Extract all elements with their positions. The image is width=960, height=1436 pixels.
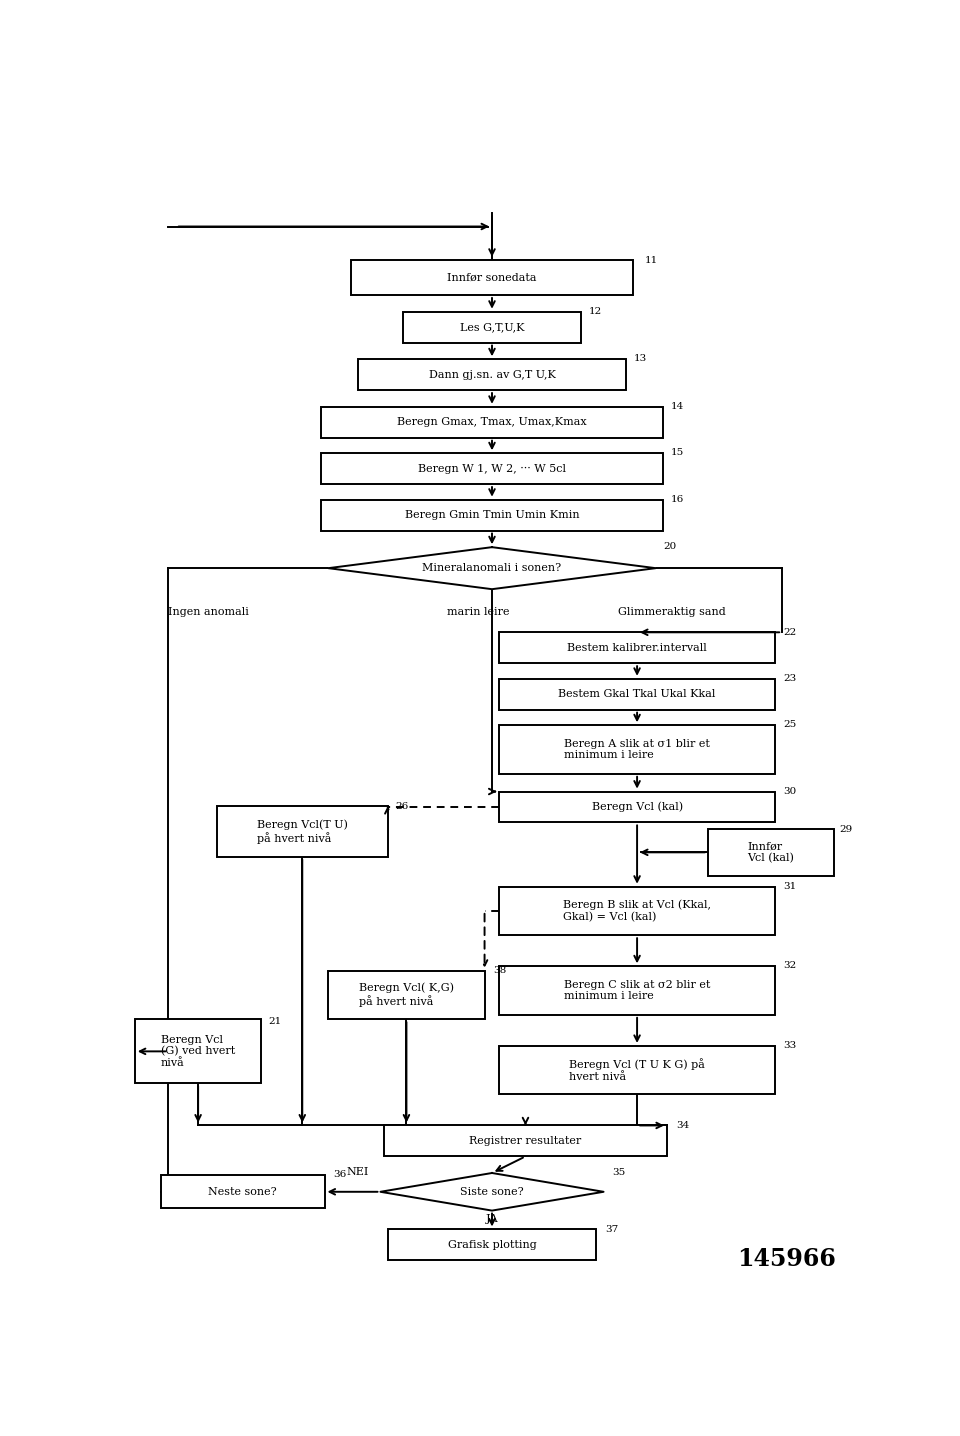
Text: Neste sone?: Neste sone?: [208, 1186, 277, 1196]
Bar: [217, 806, 388, 857]
Text: 13: 13: [634, 355, 647, 363]
Text: Beregn Vcl(T U)
på hvert nivå: Beregn Vcl(T U) på hvert nivå: [257, 819, 348, 843]
Text: 31: 31: [783, 882, 797, 890]
Text: 14: 14: [670, 402, 684, 411]
Text: 16: 16: [670, 495, 684, 504]
Bar: [403, 312, 581, 343]
Text: Mineralanomali i sonen?: Mineralanomali i sonen?: [422, 563, 562, 573]
Text: Beregn Vcl (kal): Beregn Vcl (kal): [591, 801, 683, 813]
Text: Beregn B slik at Vcl (Kkal,
Gkal) = Vcl (kal): Beregn B slik at Vcl (Kkal, Gkal) = Vcl …: [564, 900, 711, 922]
Bar: [358, 359, 626, 391]
Text: NEI: NEI: [347, 1167, 370, 1178]
Text: 26: 26: [396, 803, 409, 811]
Text: Registrer resultater: Registrer resultater: [469, 1136, 582, 1146]
Text: Innfør
Vcl (kal): Innfør Vcl (kal): [748, 841, 795, 863]
Bar: [499, 966, 775, 1015]
Bar: [499, 725, 775, 774]
Text: 34: 34: [676, 1120, 689, 1130]
Text: 20: 20: [663, 543, 677, 551]
Text: Beregn C slik at σ2 blir et
minimum i leire: Beregn C slik at σ2 blir et minimum i le…: [564, 979, 710, 1001]
Text: 12: 12: [588, 307, 602, 316]
Text: 29: 29: [839, 826, 852, 834]
Bar: [499, 886, 775, 935]
Text: 21: 21: [269, 1017, 282, 1025]
Text: Les G,T,U,K: Les G,T,U,K: [460, 322, 524, 332]
Bar: [388, 1229, 596, 1261]
Text: Bestem Gkal Tkal Ukal Kkal: Bestem Gkal Tkal Ukal Kkal: [559, 689, 716, 699]
Text: 36: 36: [333, 1170, 347, 1179]
Bar: [499, 1045, 775, 1094]
Text: 145966: 145966: [737, 1246, 836, 1271]
Text: Bestem kalibrer.intervall: Bestem kalibrer.intervall: [567, 643, 707, 653]
Polygon shape: [380, 1173, 604, 1211]
Text: Grafisk plotting: Grafisk plotting: [447, 1239, 537, 1249]
Text: Glimmeraktig sand: Glimmeraktig sand: [618, 606, 726, 616]
Text: Beregn Vcl (T U K G) på
hvert nivå: Beregn Vcl (T U K G) på hvert nivå: [569, 1058, 705, 1081]
Text: Dann gj.sn. av G,T U,K: Dann gj.sn. av G,T U,K: [428, 369, 556, 379]
Text: JA: JA: [486, 1213, 498, 1223]
Bar: [321, 454, 663, 484]
Text: Innfør sonedata: Innfør sonedata: [447, 273, 537, 283]
Bar: [321, 406, 663, 438]
Text: 25: 25: [783, 721, 797, 729]
Text: 33: 33: [783, 1041, 797, 1050]
Bar: [161, 1175, 324, 1208]
Text: 35: 35: [612, 1169, 626, 1178]
Text: Beregn Gmin Tmin Umin Kmin: Beregn Gmin Tmin Umin Kmin: [405, 510, 579, 520]
Bar: [499, 791, 775, 823]
Text: Siste sone?: Siste sone?: [460, 1186, 524, 1196]
Text: Beregn A slik at σ1 blir et
minimum i leire: Beregn A slik at σ1 blir et minimum i le…: [564, 738, 710, 760]
Bar: [384, 1126, 667, 1156]
Text: 15: 15: [670, 448, 684, 458]
Text: Beregn Vcl
(G) ved hvert
nivå: Beregn Vcl (G) ved hvert nivå: [161, 1034, 235, 1068]
Text: Beregn W 1, W 2, ··· W 5cl: Beregn W 1, W 2, ··· W 5cl: [418, 464, 566, 474]
Bar: [350, 260, 634, 294]
Bar: [134, 1020, 261, 1083]
Text: 23: 23: [783, 673, 797, 684]
Text: 38: 38: [493, 966, 507, 975]
Text: 32: 32: [783, 962, 797, 971]
Text: 22: 22: [783, 628, 797, 636]
Text: Beregn Vcl( K,G)
på hvert nivå: Beregn Vcl( K,G) på hvert nivå: [359, 982, 454, 1007]
Text: Beregn Gmax, Tmax, Umax,Kmax: Beregn Gmax, Tmax, Umax,Kmax: [397, 418, 587, 428]
Text: 11: 11: [644, 256, 658, 266]
Bar: [328, 971, 485, 1020]
Bar: [708, 829, 834, 876]
Polygon shape: [328, 547, 656, 589]
Text: 37: 37: [605, 1225, 618, 1234]
Text: Ingen anomali: Ingen anomali: [168, 606, 250, 616]
Text: 30: 30: [783, 787, 797, 796]
Bar: [321, 500, 663, 530]
Bar: [499, 632, 775, 663]
Bar: [499, 679, 775, 709]
Text: marin leire: marin leire: [447, 606, 510, 616]
